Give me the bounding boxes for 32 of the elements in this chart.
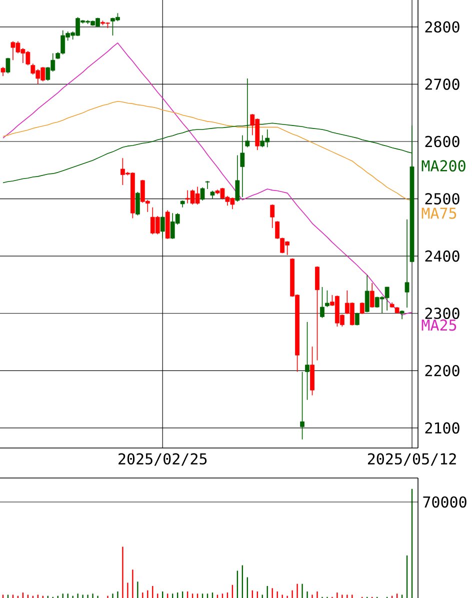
candlestick (160, 216, 165, 239)
series-label: MA25 (422, 319, 456, 331)
candlestick (235, 154, 240, 202)
candlestick (404, 219, 410, 308)
candlestick (240, 134, 245, 198)
x-tick-label: 2025/02/25 (118, 453, 207, 466)
y-tick-label: 2500 (425, 193, 460, 204)
candlestick (305, 322, 310, 400)
candlestick (354, 312, 360, 326)
y-tick-label: 2400 (425, 250, 460, 262)
y-tick-label: 2200 (425, 364, 460, 376)
y-tick-label: 2700 (425, 78, 460, 90)
y-tick-label: 2600 (425, 136, 460, 148)
candlestick (364, 274, 370, 313)
candlestick (205, 180, 210, 190)
text: 70000 (423, 496, 466, 508)
candlestick (325, 290, 330, 308)
candlestick (315, 266, 320, 361)
series-label: MA200 (422, 160, 466, 172)
candlestick (270, 204, 275, 228)
candlestick (6, 57, 10, 74)
candlestick (0, 66, 6, 77)
candlestick (370, 282, 374, 308)
candlestick (300, 371, 304, 440)
y-tick-label: 2300 (425, 308, 460, 320)
y-tick-label: 2800 (425, 21, 460, 33)
candlestick (320, 286, 324, 318)
candlestick (200, 186, 205, 201)
candlestick (135, 192, 140, 216)
y-tick-label: 2100 (425, 422, 460, 434)
x-tick-label: 2025/05/12 (368, 453, 456, 466)
series-label: MA75 (422, 208, 456, 219)
